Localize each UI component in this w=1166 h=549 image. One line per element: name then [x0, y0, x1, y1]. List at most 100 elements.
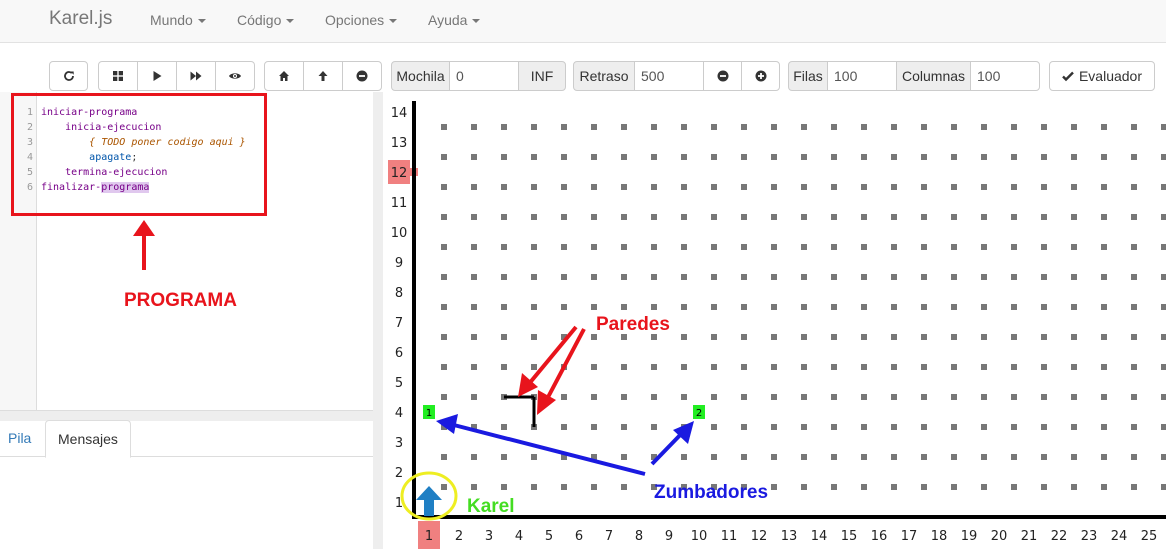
grid-corner-dot	[1071, 214, 1077, 220]
grid-corner-dot	[801, 214, 807, 220]
line-number: 3	[26, 137, 33, 148]
grid-icon	[113, 71, 123, 81]
grid-corner-dot	[1011, 364, 1017, 370]
retraso-decrease-button[interactable]	[703, 61, 742, 91]
grid-corner-dot	[591, 424, 597, 430]
grid-corner-dot	[891, 394, 897, 400]
grid-corner-dot	[831, 154, 837, 160]
grid-corner-dot	[981, 124, 987, 130]
grid-corner-dot	[561, 424, 567, 430]
grid-corner-dot	[891, 274, 897, 280]
line-number: 1	[26, 107, 33, 118]
world-canvas[interactable]: 14 13 12 11 10 9 8 7 6 5 4 3 2 1 1 2 3 4 5 6 7 8 9 10 11 12 13 14 15…	[383, 101, 1166, 549]
grid-corner-dot	[1041, 154, 1047, 160]
filas-input[interactable]: 100	[827, 61, 897, 91]
fast-forward-button[interactable]	[176, 61, 216, 91]
mochila-input[interactable]: 0	[449, 61, 519, 91]
tab-mensajes[interactable]: Mensajes	[45, 420, 131, 458]
horizontal-splitter[interactable]	[0, 410, 373, 421]
grid-corner-dot	[711, 244, 717, 250]
grid-corner-dot	[591, 334, 597, 340]
grid-corner-dot	[1041, 334, 1047, 340]
inf-button[interactable]: INF	[518, 61, 566, 91]
grid-corner-dot	[711, 484, 717, 490]
grid-corner-dot	[591, 244, 597, 250]
code-editor[interactable]: 1 2 3 4 5 6 iniciar-programa inicia-ejec…	[0, 92, 373, 410]
eye-icon	[229, 73, 241, 79]
grid-corner-dot	[1011, 394, 1017, 400]
retraso-input[interactable]: 500	[634, 61, 704, 91]
grid-corner-dot	[981, 424, 987, 430]
menu-opciones[interactable]: Opciones	[325, 12, 398, 28]
grid-corner-dot	[891, 454, 897, 460]
grid-corner-dot	[861, 394, 867, 400]
grid-corner-dot	[591, 274, 597, 280]
col-label: 9	[665, 529, 673, 544]
grid-corner-dot	[861, 274, 867, 280]
grid-corner-dot	[1131, 214, 1137, 220]
reset-button[interactable]	[49, 61, 88, 91]
menu-mundo[interactable]: Mundo	[150, 12, 206, 28]
step-button[interactable]	[98, 61, 138, 91]
tab-pila[interactable]: Pila	[8, 430, 32, 446]
grid-corner-dot	[1071, 484, 1077, 490]
grid-corner-dot	[741, 124, 747, 130]
grid-corner-dot	[1131, 424, 1137, 430]
arrow-up-icon	[318, 71, 328, 81]
chevron-down-icon	[472, 19, 481, 24]
grid-corner-dot	[1101, 334, 1107, 340]
grid-corner-dot	[1101, 154, 1107, 160]
grid-corner-dot	[1131, 334, 1137, 340]
grid-corner-dot	[981, 244, 987, 250]
retraso-label: Retraso	[573, 61, 635, 91]
grid-corner-dot	[471, 214, 477, 220]
grid-corner-dot	[501, 304, 507, 310]
zumbadores-arrows	[436, 414, 694, 476]
col-label: 5	[545, 529, 553, 544]
menu-codigo[interactable]: Código	[237, 12, 295, 28]
row-label: 13	[391, 136, 408, 151]
columnas-input[interactable]: 100	[970, 61, 1040, 91]
grid-corner-dot	[471, 454, 477, 460]
grid-corner-dot	[471, 184, 477, 190]
row-label: 1	[395, 496, 403, 511]
grid-corner-dot	[501, 244, 507, 250]
run-button[interactable]	[137, 61, 177, 91]
col-label: 22	[1051, 529, 1068, 544]
grid-corner-dot	[441, 394, 447, 400]
grid-corner-dot	[1101, 184, 1107, 190]
evaluador-button[interactable]: Evaluador	[1049, 61, 1155, 91]
grid-corner-dot	[1011, 424, 1017, 430]
menu-ayuda[interactable]: Ayuda	[428, 12, 481, 28]
paredes-annotation: Paredes	[596, 314, 670, 335]
watch-button[interactable]	[215, 61, 255, 91]
grid-corner-dot	[1131, 184, 1137, 190]
grid-corner-dot	[771, 334, 777, 340]
grid-corner-dot	[1131, 484, 1137, 490]
grid-corner-dot	[771, 394, 777, 400]
forward-button[interactable]	[303, 61, 343, 91]
grid-corner-dot	[861, 454, 867, 460]
home-button[interactable]	[264, 61, 304, 91]
grid-corner-dot	[891, 184, 897, 190]
grid-corner-dot	[681, 154, 687, 160]
editor-gutter: 1 2 3 4 5 6	[0, 92, 37, 410]
grid-corner-dot	[621, 244, 627, 250]
grid-corner-dot	[951, 214, 957, 220]
col-label: 18	[931, 529, 948, 544]
grid-corner-dot	[1161, 364, 1166, 370]
grid-corner-dot	[1101, 304, 1107, 310]
grid-corner-dot	[1011, 154, 1017, 160]
vertical-splitter[interactable]	[373, 92, 383, 549]
grid-corner-dot	[501, 454, 507, 460]
grid-corner-dot	[891, 214, 897, 220]
app-brand[interactable]: Karel.js	[49, 8, 113, 29]
grid-corner-dot	[471, 334, 477, 340]
grid-corner-dot	[651, 154, 657, 160]
grid-corner-dot	[681, 394, 687, 400]
home-icon	[279, 71, 289, 81]
remove-beeper-button[interactable]	[342, 61, 382, 91]
retraso-increase-button[interactable]	[741, 61, 780, 91]
grid-corner-dot	[771, 454, 777, 460]
